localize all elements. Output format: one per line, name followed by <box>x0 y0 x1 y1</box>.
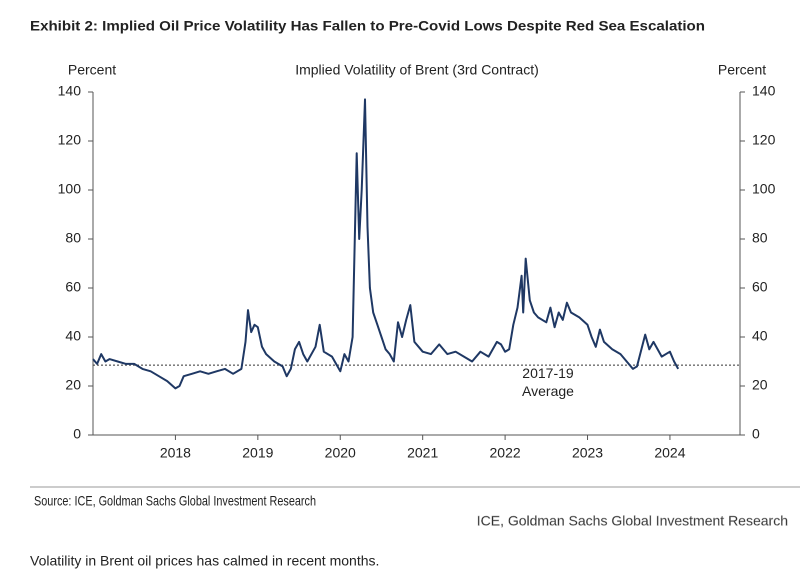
reference-label: Average <box>522 383 574 399</box>
x-tick-label: 2021 <box>407 445 438 461</box>
x-tick-label: 2018 <box>160 445 191 461</box>
y2-tick-label: 100 <box>752 181 776 197</box>
y2-tick-label: 60 <box>752 279 768 295</box>
y-tick-label: 40 <box>65 328 81 344</box>
source: Source: ICE, Goldman Sachs Global Invest… <box>34 493 316 509</box>
caption: Volatility in Brent oil prices has calme… <box>30 553 379 569</box>
reference-label: 2017-19 <box>522 365 574 381</box>
x-tick-label: 2023 <box>572 445 603 461</box>
y2-tick-label: 120 <box>752 132 776 148</box>
x-tick-label: 2020 <box>325 445 356 461</box>
y-tick-label: 100 <box>58 181 82 197</box>
watermark: ICE, Goldman Sachs Global Investment Res… <box>477 513 788 529</box>
chart-subtitle: Implied Volatility of Brent (3rd Contrac… <box>295 62 539 78</box>
x-tick-label: 2022 <box>490 445 521 461</box>
x-tick-label: 2024 <box>654 445 685 461</box>
y2-tick-label: 20 <box>752 377 768 393</box>
y2-tick-label: 40 <box>752 328 768 344</box>
y-tick-label: 140 <box>58 83 82 99</box>
y-tick-label: 80 <box>65 230 81 246</box>
chart-title: Exhibit 2: Implied Oil Price Volatility … <box>30 18 705 34</box>
y-tick-label: 60 <box>65 279 81 295</box>
y-tick-label: 0 <box>73 426 81 442</box>
y-tick-label: 20 <box>65 377 81 393</box>
x-tick-label: 2019 <box>242 445 273 461</box>
data-line <box>92 98 680 390</box>
y2-axis-label: Percent <box>718 62 766 78</box>
y-axis-label: Percent <box>68 62 116 78</box>
y2-tick-label: 140 <box>752 83 776 99</box>
y2-tick-label: 0 <box>752 426 760 442</box>
y2-tick-label: 80 <box>752 230 768 246</box>
y-tick-label: 120 <box>58 132 82 148</box>
